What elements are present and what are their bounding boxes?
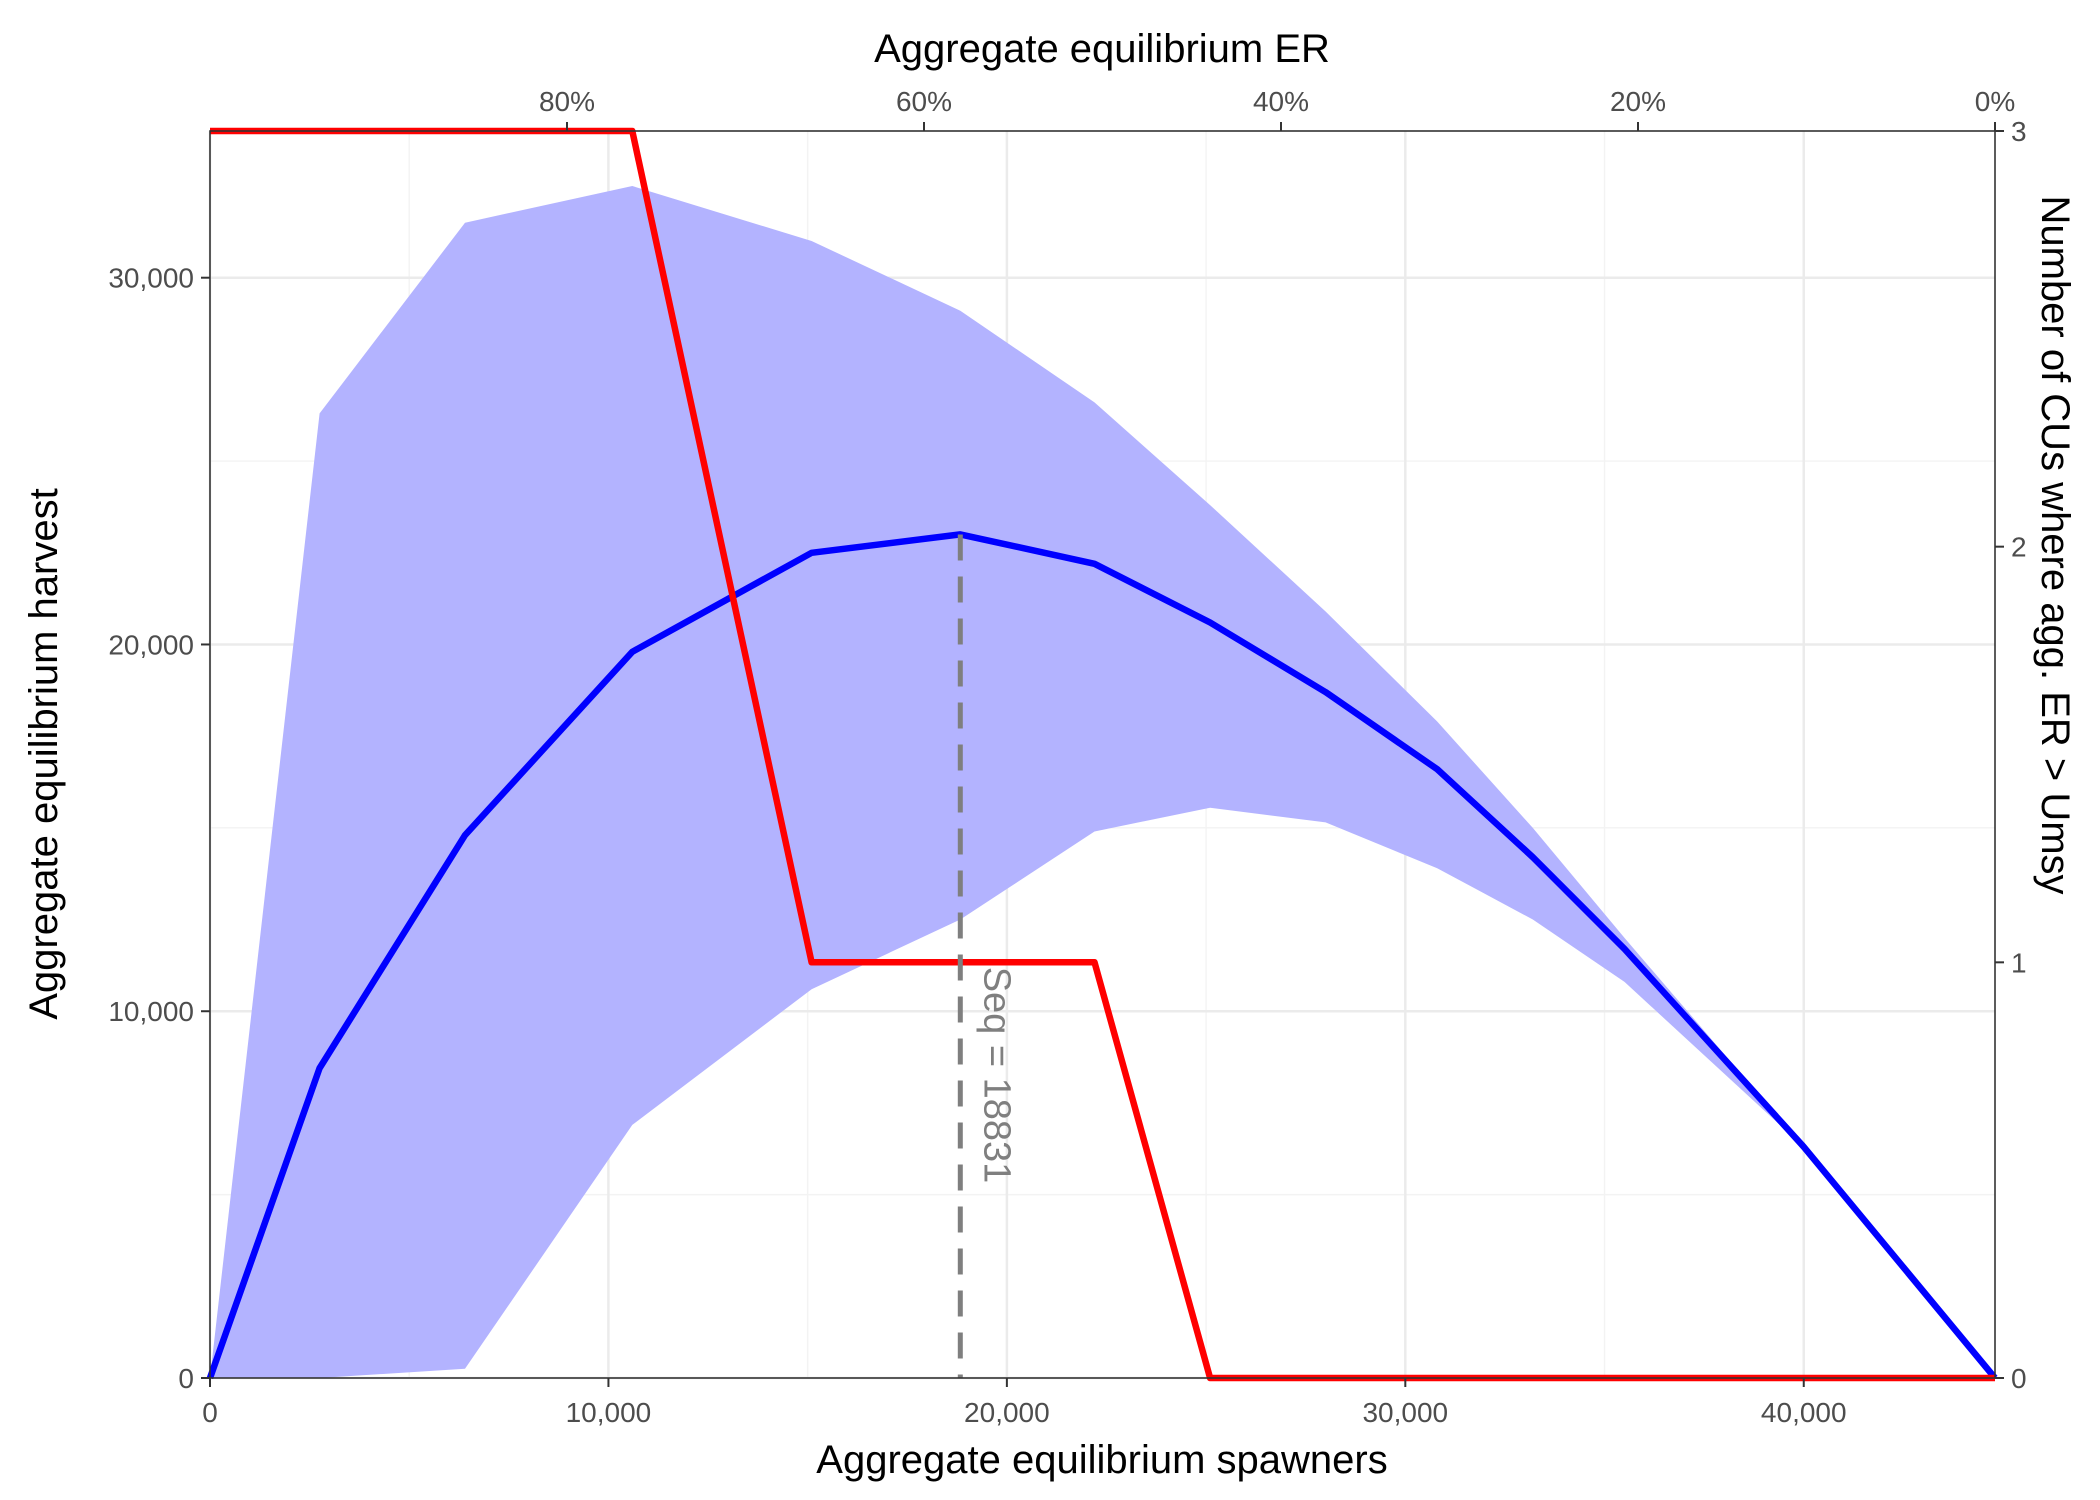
y-tick-label: 0: [178, 1363, 194, 1394]
x-tick-label: 10,000: [566, 1397, 652, 1428]
x2-tick-label: 80%: [539, 86, 595, 117]
x2-tick-label: 60%: [896, 86, 952, 117]
x2-tick-label: 40%: [1253, 86, 1309, 117]
y2-axis-title: Number of CUs where agg. ER > Umsy: [2033, 195, 2077, 894]
x-tick-label: 20,000: [964, 1397, 1050, 1428]
axis-ticks: 0 10,000 20,000 30,000 40,000010,00020,00030…: [108, 86, 2026, 1428]
x-tick-label: 40,000: [1761, 1397, 1847, 1428]
x2-tick-label: 0%: [1975, 86, 2015, 117]
x2-axis-title: Aggregate equilibrium ER: [874, 27, 1330, 71]
plot-border: [209, 130, 1996, 1379]
y-tick-label: 30,000: [108, 263, 194, 294]
y2-tick-label: 0: [2011, 1363, 2027, 1394]
y2-tick-label: 3: [2011, 116, 2027, 147]
x-tick-label: 30,000: [1362, 1397, 1448, 1428]
seq-annotation: Seq = 18831: [975, 967, 1017, 1184]
y-tick-label: 20,000: [108, 629, 194, 660]
x-tick-label: 0: [202, 1397, 218, 1428]
y2-tick-label: 1: [2011, 947, 2027, 978]
harvest-line: [206, 531, 1998, 1381]
x-axis-title: Aggregate equilibrium spawners: [816, 1438, 1387, 1482]
y-axis-title: Aggregate equilibrium harvest: [22, 488, 66, 1019]
y-tick-label: 10,000: [108, 996, 194, 1027]
y2-tick-label: 2: [2011, 532, 2027, 563]
x2-tick-label: 20%: [1610, 86, 1666, 117]
confidence-band: [210, 186, 1995, 1378]
